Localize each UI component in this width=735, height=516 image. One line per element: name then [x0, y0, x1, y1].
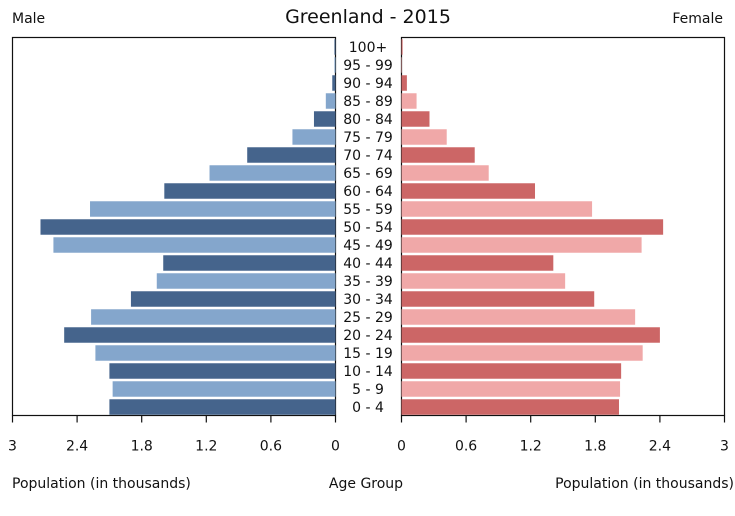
- female-bar: [401, 363, 622, 379]
- male-label: Male: [12, 11, 45, 27]
- age-group-tick-label: 60 - 64: [343, 184, 393, 200]
- female-bar: [401, 201, 593, 217]
- male-x-tick-label: 3: [8, 439, 17, 455]
- male-bar: [209, 165, 336, 181]
- age-group-tick-label: 65 - 69: [343, 166, 393, 182]
- male-bar: [109, 363, 336, 379]
- male-bar: [53, 237, 336, 253]
- age-group-tick-label: 80 - 84: [343, 112, 393, 128]
- female-label: Female: [672, 11, 723, 27]
- female-bar: [401, 147, 475, 163]
- male-bar: [40, 219, 336, 235]
- age-group-tick-label: 85 - 89: [343, 94, 393, 110]
- female-x-tick-label: 1.2: [520, 439, 542, 455]
- female-bar: [401, 57, 403, 73]
- age-group-label: Age Group: [329, 476, 403, 492]
- age-group-tick-label: 100+: [349, 40, 387, 56]
- female-bar: [401, 273, 566, 289]
- age-group-tick-label: 70 - 74: [343, 148, 393, 164]
- age-group-tick-label: 5 - 9: [352, 382, 384, 398]
- female-bar: [401, 399, 619, 415]
- female-bar: [401, 165, 489, 181]
- age-group-tick-label: 90 - 94: [343, 76, 393, 92]
- age-group-tick-label: 20 - 24: [343, 328, 393, 344]
- age-group-tick-label: 75 - 79: [343, 130, 393, 146]
- age-group-tick-label: 25 - 29: [343, 310, 393, 326]
- male-x-tick-label: 0.6: [260, 439, 282, 455]
- male-bar: [130, 291, 336, 307]
- female-bar: [401, 39, 403, 55]
- age-group-tick-label: 50 - 54: [343, 220, 393, 236]
- age-group-tick-label: 95 - 99: [343, 58, 393, 74]
- female-bar: [401, 291, 595, 307]
- male-x-tick-label: 0: [331, 439, 340, 455]
- chart-title: Greenland - 2015: [285, 6, 451, 28]
- female-bar: [401, 237, 642, 253]
- age-group-tick-label: 40 - 44: [343, 256, 393, 272]
- female-bar: [401, 111, 430, 127]
- age-group-tick-label: 45 - 49: [343, 238, 393, 254]
- age-group-tick-label: 55 - 59: [343, 202, 393, 218]
- age-group-tick-label: 15 - 19: [343, 346, 393, 362]
- female-bar: [401, 129, 447, 145]
- male-bar: [156, 273, 336, 289]
- male-x-tick-label: 2.4: [66, 439, 88, 455]
- male-bar: [64, 327, 336, 343]
- female-bar: [401, 345, 643, 361]
- female-bar: [401, 183, 536, 199]
- age-group-tick-label: 0 - 4: [352, 400, 384, 416]
- female-x-tick-label: 1.8: [584, 439, 606, 455]
- female-x-tick-label: 0.6: [455, 439, 477, 455]
- female-bar: [401, 381, 621, 397]
- female-bar: [401, 309, 636, 325]
- female-x-axis-label: Population (in thousands): [555, 476, 734, 492]
- age-group-tick-label: 10 - 14: [343, 364, 393, 380]
- female-x-tick-label: 3: [720, 439, 729, 455]
- male-bar: [109, 399, 336, 415]
- male-bar: [90, 201, 336, 217]
- male-x-tick-label: 1.8: [131, 439, 153, 455]
- male-bar: [334, 57, 336, 73]
- male-bar: [247, 147, 336, 163]
- male-bar: [292, 129, 336, 145]
- male-x-tick-label: 1.2: [195, 439, 217, 455]
- male-bar: [163, 255, 336, 271]
- male-bar: [112, 381, 336, 397]
- female-bar: [401, 219, 664, 235]
- female-x-tick-label: 0: [397, 439, 406, 455]
- male-bar: [313, 111, 336, 127]
- male-bar: [325, 93, 336, 109]
- male-bar: [332, 75, 336, 91]
- male-bar: [334, 39, 336, 55]
- female-bar: [401, 327, 660, 343]
- male-bar: [95, 345, 336, 361]
- female-bar: [401, 255, 554, 271]
- age-group-tick-label: 35 - 39: [343, 274, 393, 290]
- age-group-tick-label: 30 - 34: [343, 292, 393, 308]
- female-bar: [401, 75, 407, 91]
- female-x-tick-label: 2.4: [649, 439, 671, 455]
- male-bar: [164, 183, 336, 199]
- female-bar: [401, 93, 417, 109]
- male-bar: [91, 309, 336, 325]
- male-x-axis-label: Population (in thousands): [12, 476, 191, 492]
